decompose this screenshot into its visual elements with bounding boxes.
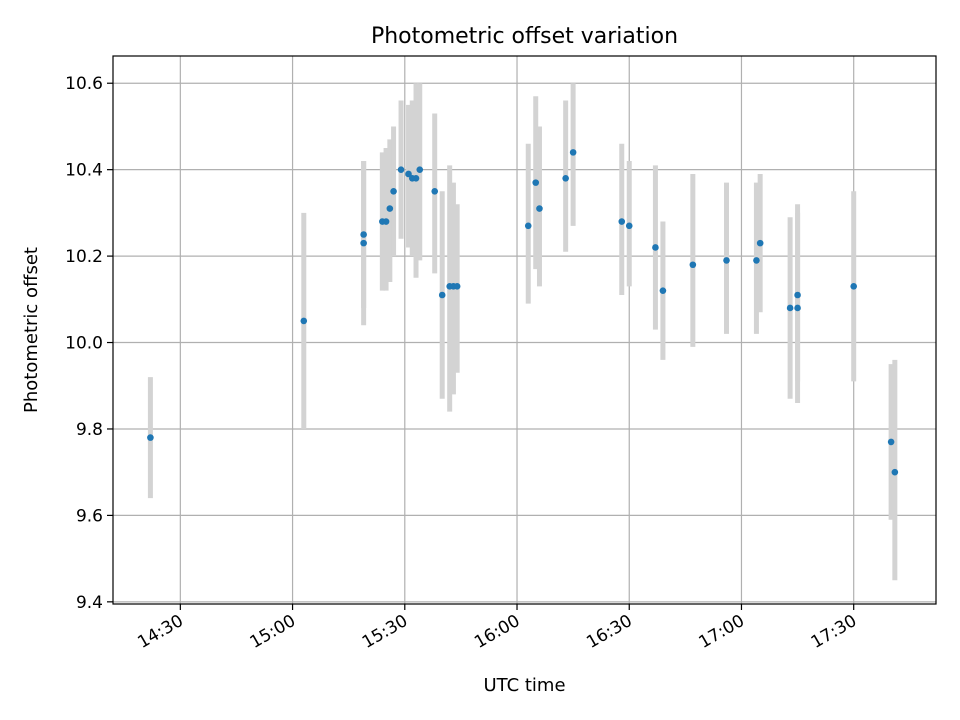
y-tick-label: 10.6	[65, 74, 103, 94]
y-tick-label: 10.0	[65, 334, 103, 354]
data-point	[794, 304, 801, 312]
data-point	[689, 261, 697, 269]
data-point	[386, 205, 394, 212]
data-point	[524, 222, 532, 230]
y-tick-label: 9.4	[76, 593, 103, 613]
y-axis-label: Photometric offset	[21, 247, 42, 413]
y-tick-label: 10.4	[65, 161, 103, 181]
x-axis-label: UTC time	[483, 675, 565, 696]
data-point	[412, 175, 420, 182]
data-point	[562, 175, 569, 182]
data-point	[397, 166, 405, 173]
data-point	[382, 218, 390, 225]
y-tick-label: 9.6	[76, 506, 103, 526]
data-point	[536, 205, 543, 212]
data-point	[360, 231, 367, 238]
y-axis-ticks: 9.4 9.6 9.8 10.0 10.2 10.4 10.6	[65, 74, 113, 613]
data-point	[652, 244, 659, 251]
data-point	[625, 222, 633, 230]
y-tick-label: 9.8	[76, 420, 103, 440]
chart-title: Photometric offset variation	[371, 24, 678, 49]
data-point	[390, 187, 397, 195]
grid	[113, 56, 936, 604]
data-point	[659, 287, 667, 294]
data-point	[569, 149, 577, 156]
data-point	[786, 304, 794, 312]
data-point	[756, 239, 764, 247]
data-point	[887, 438, 895, 446]
data-points	[147, 149, 899, 476]
plot-frame	[112, 55, 937, 605]
data-point	[618, 218, 626, 225]
data-point	[300, 317, 308, 325]
data-point	[532, 179, 540, 186]
data-point	[431, 187, 439, 195]
data-point	[850, 283, 857, 290]
data-point	[891, 468, 899, 476]
data-point	[453, 283, 461, 290]
data-point	[438, 291, 446, 299]
data-point	[753, 257, 760, 264]
y-tick-label: 10.2	[65, 247, 103, 267]
data-point	[360, 239, 367, 247]
data-point	[723, 257, 730, 264]
data-point	[794, 291, 801, 299]
data-point	[405, 170, 412, 178]
data-point	[147, 434, 154, 441]
data-point	[416, 166, 424, 173]
